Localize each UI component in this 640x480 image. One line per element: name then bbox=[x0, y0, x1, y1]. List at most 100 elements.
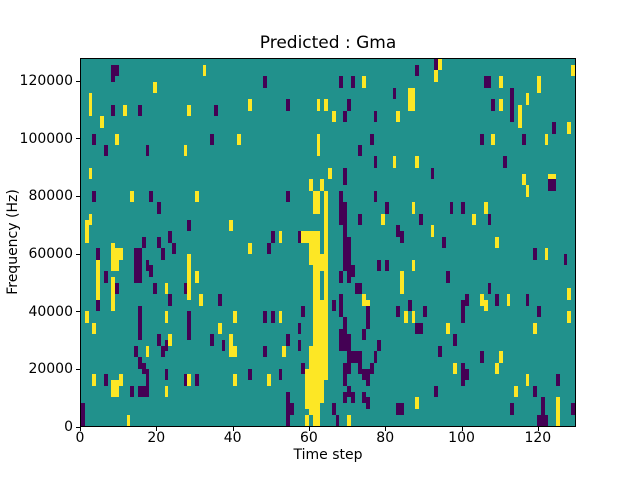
heatmap-cell-high bbox=[415, 397, 420, 409]
y-tick-mark bbox=[76, 426, 80, 428]
heatmap-cell-low bbox=[267, 242, 271, 254]
heatmap-cell-low bbox=[396, 305, 401, 318]
heatmap-cell-high bbox=[320, 253, 325, 272]
heatmap-cell-high bbox=[499, 76, 503, 88]
x-tick-label: 60 bbox=[300, 430, 318, 446]
heatmap-cell-high bbox=[453, 362, 458, 375]
heatmap-cell-high bbox=[483, 299, 488, 312]
heatmap-cell-high bbox=[229, 219, 233, 232]
heatmap-cell-high bbox=[153, 81, 157, 94]
heatmap-cell-high bbox=[480, 294, 484, 306]
heatmap-cell-high bbox=[544, 133, 549, 146]
heatmap-cell-low bbox=[449, 202, 454, 214]
heatmap-cell-low bbox=[183, 282, 188, 295]
heatmap-cell-high bbox=[130, 190, 135, 203]
y-tick-label: 40000 bbox=[28, 303, 73, 320]
heatmap-cell-low bbox=[396, 225, 401, 237]
heatmap-cell-high bbox=[381, 213, 385, 226]
heatmap-cell-high bbox=[92, 374, 97, 386]
heatmap-cell-low bbox=[81, 403, 85, 426]
heatmap-cell-low bbox=[487, 213, 492, 226]
heatmap-cell-high bbox=[267, 374, 271, 386]
heatmap-cell-low bbox=[343, 328, 347, 352]
heatmap-cell-high bbox=[347, 414, 351, 426]
heatmap-cell-high bbox=[92, 322, 97, 335]
heatmap-cell-low bbox=[301, 362, 306, 375]
x-tick-mark bbox=[537, 427, 539, 431]
heatmap-cell-high bbox=[407, 87, 412, 111]
heatmap-cell-high bbox=[483, 202, 488, 214]
heatmap-cell-low bbox=[103, 145, 108, 157]
heatmap-cell-low bbox=[271, 311, 275, 323]
heatmap-cell-high bbox=[111, 380, 116, 398]
heatmap-cell-high bbox=[122, 104, 127, 117]
heatmap-cell-high bbox=[506, 294, 511, 306]
heatmap-cell-low bbox=[263, 311, 268, 323]
heatmap-cell-high bbox=[309, 345, 313, 415]
heatmap-cell-low bbox=[263, 76, 268, 88]
x-tick-mark bbox=[232, 427, 234, 431]
heatmap-cell-low bbox=[373, 110, 378, 123]
heatmap-cell-high bbox=[84, 311, 89, 323]
heatmap-cell-low bbox=[138, 385, 142, 398]
heatmap-cell-low bbox=[537, 305, 541, 318]
heatmap-cell-low bbox=[164, 339, 169, 352]
heatmap-cell-low bbox=[552, 122, 556, 134]
x-tick-mark bbox=[80, 427, 81, 431]
heatmap-cell-high bbox=[491, 133, 496, 146]
heatmap-cell-low bbox=[540, 397, 545, 426]
heatmap-cell-high bbox=[396, 110, 401, 123]
heatmap-cell-low bbox=[533, 385, 537, 398]
heatmap-cell-low bbox=[358, 213, 363, 226]
heatmap-cell-low bbox=[552, 179, 556, 191]
heatmap-cell-low bbox=[172, 242, 176, 254]
y-tick-label: 80000 bbox=[28, 188, 73, 205]
heatmap-cell-low bbox=[495, 294, 499, 306]
heatmap-cell-high bbox=[324, 190, 328, 381]
heatmap-cell-low bbox=[217, 294, 222, 306]
heatmap-cell-low bbox=[111, 104, 116, 117]
heatmap-cell-low bbox=[373, 156, 378, 168]
heatmap-cell-high bbox=[187, 253, 192, 300]
heatmap-cell-low bbox=[286, 99, 290, 111]
heatmap-cell-high bbox=[320, 299, 325, 404]
heatmap-cell-low bbox=[339, 271, 344, 283]
heatmap-cell-high bbox=[233, 311, 237, 323]
heatmap-cell-low bbox=[115, 64, 119, 77]
heatmap-cell-low bbox=[343, 374, 347, 386]
heatmap-cell-low bbox=[392, 87, 397, 100]
heatmap-cell-high bbox=[571, 64, 575, 77]
heatmap-cell-low bbox=[434, 385, 439, 398]
heatmap-cell-high bbox=[111, 242, 116, 272]
heatmap-cell-low bbox=[548, 179, 553, 191]
heatmap-cell-low bbox=[442, 236, 446, 249]
heatmap-cell-low bbox=[415, 64, 420, 77]
heatmap-cell-high bbox=[248, 242, 252, 254]
heatmap-cell-high bbox=[316, 190, 321, 214]
heatmap-cell-low bbox=[103, 374, 108, 386]
heatmap-cell-low bbox=[103, 271, 108, 283]
y-tick-mark bbox=[76, 368, 80, 370]
heatmap-cell-high bbox=[556, 397, 560, 426]
heatmap-cell-high bbox=[316, 99, 321, 111]
heatmap-cell-low bbox=[263, 345, 268, 358]
heatmap-cell-high bbox=[187, 104, 192, 117]
heatmap-cell-high bbox=[195, 190, 199, 203]
heatmap-cell-high bbox=[198, 294, 203, 306]
heatmap-cell-low bbox=[141, 385, 146, 398]
heatmap-cell-high bbox=[525, 185, 530, 197]
heatmap-cell-low bbox=[430, 167, 435, 180]
heatmap-cell-low bbox=[366, 374, 370, 386]
heatmap-cell-low bbox=[134, 345, 138, 358]
heatmap-cell-low bbox=[350, 391, 355, 404]
heatmap-cell-high bbox=[202, 64, 207, 77]
heatmap-cell-high bbox=[164, 282, 169, 295]
heatmap-cell-low bbox=[343, 167, 347, 186]
heatmap-cell-low bbox=[510, 99, 515, 123]
heatmap-cell-low bbox=[278, 368, 283, 381]
heatmap-cell-low bbox=[160, 248, 165, 260]
heatmap-cell-low bbox=[286, 403, 290, 415]
heatmap-cell-low bbox=[221, 339, 226, 352]
heatmap-cell-low bbox=[400, 403, 404, 415]
heatmap-cell-low bbox=[510, 403, 515, 415]
